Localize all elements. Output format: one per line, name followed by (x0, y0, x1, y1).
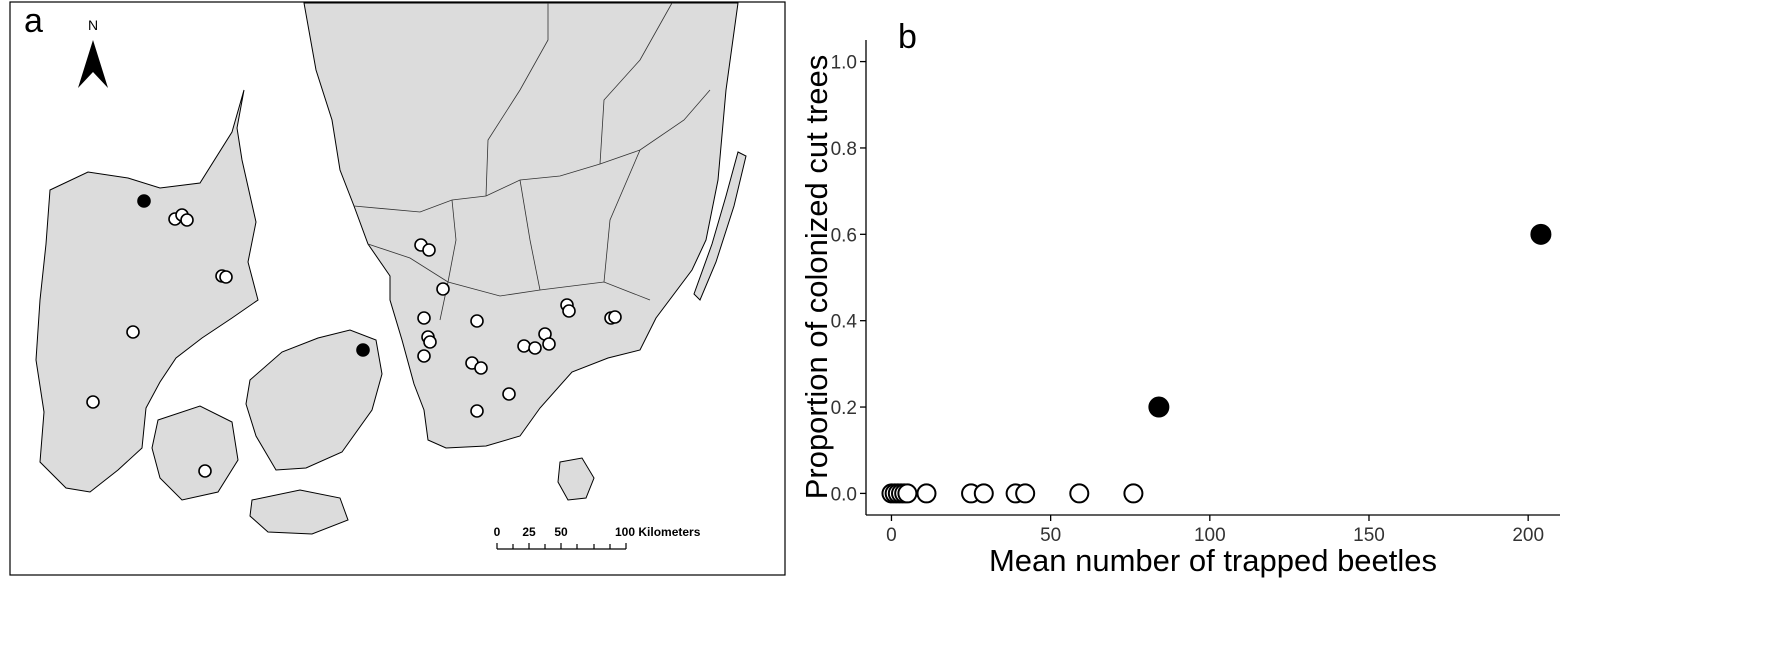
panel-b-label: b (898, 18, 917, 56)
site-not-colonized (86, 395, 100, 409)
data-point-open (1005, 483, 1026, 504)
scale-label-25: 25 (522, 525, 536, 539)
north-arrow: N (78, 17, 108, 88)
site-colonized (137, 194, 151, 208)
data-point-filled (1530, 223, 1552, 245)
map-sites (86, 194, 622, 478)
x-ticks: 0 50 100 150 200 (886, 515, 1544, 546)
scale-label-50: 50 (554, 525, 568, 539)
map-panel: N a 0 25 50 100 Kilometers (9, 1, 786, 576)
data-point-open (884, 483, 905, 504)
scale-label-0: 0 (494, 525, 501, 539)
north-label: N (88, 17, 98, 33)
site-not-colonized (126, 325, 140, 339)
data-point-open (973, 483, 994, 504)
site-not-colonized (608, 310, 622, 324)
site-not-colonized (436, 282, 450, 296)
data-points (881, 223, 1552, 504)
x-axis-label: Mean number of trapped beetles (989, 543, 1437, 578)
county-borders (353, 2, 711, 321)
bornholm-landmass (557, 457, 595, 501)
y-tick-label: 0.8 (831, 139, 857, 160)
site-not-colonized (219, 270, 233, 284)
x-tick-label: 50 (1040, 525, 1061, 546)
x-tick-label: 200 (1512, 525, 1544, 546)
site-not-colonized (180, 213, 194, 227)
site-colonized (356, 343, 370, 357)
axes (865, 40, 1560, 516)
data-point-open (916, 483, 937, 504)
lolland-falster-landmass (249, 489, 349, 535)
y-axis-label: Proportion of colonized cut trees (799, 55, 834, 500)
data-point-open (961, 483, 982, 504)
y-tick-label: 1.0 (831, 53, 857, 74)
site-not-colonized (423, 335, 437, 349)
data-point-open (894, 483, 915, 504)
y-tick-label: 0.4 (831, 312, 858, 333)
map-land (35, 2, 747, 535)
jutland-landmass (35, 89, 259, 493)
site-not-colonized (417, 349, 431, 363)
scale-bar-labels: 0 25 50 100 Kilometers (494, 525, 701, 539)
data-point-open (1069, 483, 1090, 504)
data-point-open (887, 483, 908, 504)
zealand-landmass (245, 329, 383, 471)
site-not-colonized (422, 243, 436, 257)
data-point-open (1123, 483, 1144, 504)
panel-a-label: a (24, 2, 43, 40)
site-not-colonized (562, 304, 576, 318)
y-tick-label: 0.2 (831, 398, 857, 419)
y-tick-label: 0.0 (831, 484, 857, 505)
funen-landmass (151, 405, 239, 501)
x-tick-label: 0 (886, 525, 897, 546)
data-point-open (897, 483, 918, 504)
scale-bar (496, 543, 627, 550)
data-point-open (881, 483, 902, 504)
site-not-colonized (198, 464, 212, 478)
site-not-colonized (470, 404, 484, 418)
sweden-landmass (303, 2, 739, 449)
site-not-colonized (502, 387, 516, 401)
x-tick-label: 100 (1194, 525, 1226, 546)
site-not-colonized (542, 337, 556, 351)
site-not-colonized (528, 341, 542, 355)
scale-label-100: 100 Kilometers (615, 525, 701, 539)
site-not-colonized (470, 314, 484, 328)
x-tick-label: 150 (1353, 525, 1385, 546)
y-tick-label: 0.6 (831, 225, 857, 246)
site-not-colonized (417, 311, 431, 325)
site-not-colonized (474, 361, 488, 375)
data-point-filled (1148, 396, 1170, 418)
y-ticks: 0.0 0.2 0.4 0.6 0.8 1.0 (831, 53, 866, 505)
oland-landmass (693, 151, 747, 301)
data-point-open (1015, 483, 1036, 504)
site-not-colonized (517, 339, 531, 353)
north-arrow-icon (78, 40, 108, 88)
data-point-open (891, 483, 912, 504)
